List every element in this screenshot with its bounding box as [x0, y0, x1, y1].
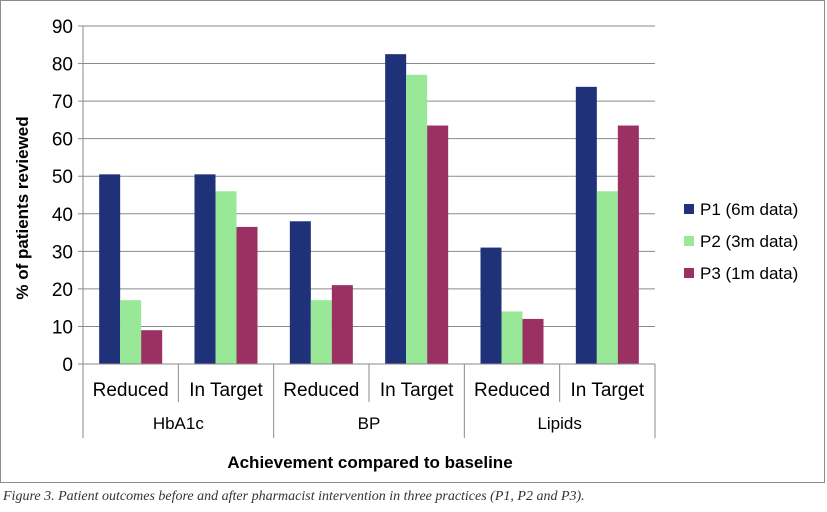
- legend-swatch: [684, 236, 694, 246]
- bar: [596, 191, 618, 364]
- y-axis-ticks: 0 10 20 30 40 50 60 70 80 90: [52, 17, 83, 376]
- category-label: In Target: [380, 380, 454, 401]
- y-tick-label: 30: [52, 242, 73, 263]
- gridlines: [83, 25, 655, 327]
- figure-caption: Figure 3. Patient outcomes before and af…: [3, 489, 585, 504]
- bar: [385, 54, 407, 365]
- chart-frame: 0 10 20 30 40 50 60 70 80 90 Reduced In Target Redu…: [0, 0, 825, 483]
- y-tick-label: 50: [52, 167, 73, 188]
- bar: [215, 191, 237, 364]
- category-label: Reduced: [93, 380, 169, 401]
- x-axis-title: Achievement compared to baseline: [227, 453, 512, 472]
- bar: [310, 300, 332, 364]
- bar: [289, 221, 311, 364]
- y-tick-label: 0: [62, 355, 73, 376]
- bar: [331, 285, 353, 364]
- legend-label: P3 (1m data): [700, 264, 798, 283]
- bars: [99, 54, 639, 365]
- bar: [406, 74, 428, 365]
- bar: [194, 174, 216, 364]
- category-labels: Reduced In Target Reduced In Target Reduced I…: [93, 380, 645, 401]
- category-label: Reduced: [283, 380, 359, 401]
- bar: [501, 311, 523, 364]
- bar: [575, 86, 597, 364]
- bar: [141, 330, 163, 364]
- y-tick-label: 40: [52, 205, 73, 226]
- category-label: In Target: [571, 380, 645, 401]
- bar: [427, 125, 449, 365]
- y-tick-label: 80: [52, 55, 73, 76]
- legend-swatch: [684, 204, 694, 214]
- group-label: Lipids: [537, 414, 581, 433]
- y-tick-label: 10: [52, 317, 73, 338]
- axes: [82, 26, 656, 438]
- legend: P1 (6m data) P2 (3m data) P3 (1m data): [684, 200, 798, 283]
- group-labels: HbA1c BP Lipids: [153, 414, 582, 433]
- category-label: In Target: [189, 380, 263, 401]
- group-label: HbA1c: [153, 414, 205, 433]
- bar: [99, 174, 121, 364]
- bar: [522, 318, 544, 364]
- y-tick-label: 20: [52, 280, 73, 301]
- legend-label: P2 (3m data): [700, 232, 798, 251]
- y-tick-label: 70: [52, 92, 73, 113]
- category-label: Reduced: [474, 380, 550, 401]
- bar: [480, 247, 502, 364]
- y-tick-label: 90: [52, 17, 73, 38]
- group-label: BP: [358, 414, 381, 433]
- y-tick-label: 60: [52, 130, 73, 151]
- bar: [236, 226, 258, 364]
- bar: [120, 300, 142, 364]
- legend-label: P1 (6m data): [700, 200, 798, 219]
- bar: [617, 125, 639, 365]
- legend-swatch: [684, 268, 694, 278]
- y-axis-title: % of patients reviewed: [13, 116, 32, 299]
